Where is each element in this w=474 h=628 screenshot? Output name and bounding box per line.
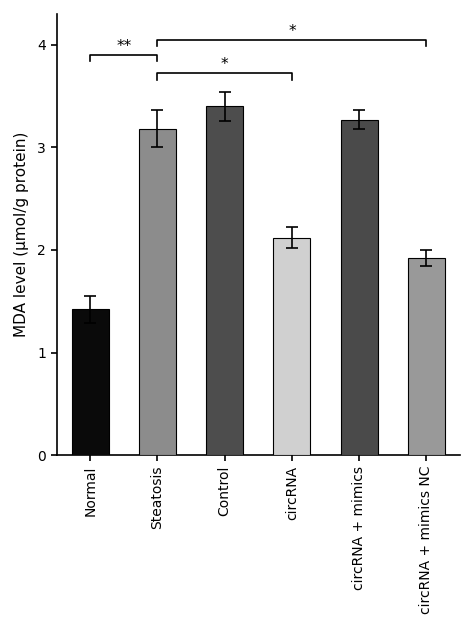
- Bar: [408, 258, 445, 455]
- Text: **: **: [116, 39, 131, 54]
- Text: *: *: [288, 23, 296, 38]
- Text: *: *: [221, 57, 228, 72]
- Bar: [206, 106, 243, 455]
- Bar: [273, 237, 310, 455]
- Bar: [72, 310, 109, 455]
- Y-axis label: MDA level (μmol/g protein): MDA level (μmol/g protein): [14, 132, 29, 337]
- Bar: [341, 119, 378, 455]
- Bar: [139, 129, 176, 455]
